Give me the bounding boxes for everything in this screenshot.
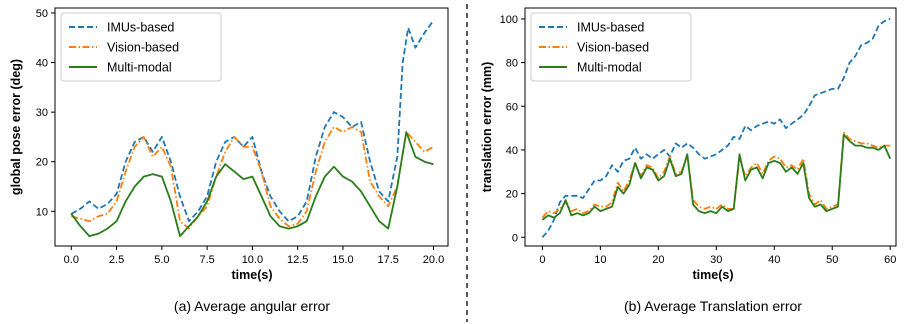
series-line-vision-translation (541, 131, 891, 219)
x-tick-label: 20 (652, 254, 664, 266)
x-axis-label-angular: time(s) (232, 268, 273, 282)
chart-translation-error: 0 20 40 60 80 100 0 10 20 30 40 50 60 time(s) trans… (480, 7, 897, 314)
legend-box-angular (60, 12, 222, 82)
x-tick-label: 60 (884, 254, 896, 266)
x-tick-label: 10 (594, 254, 606, 266)
y-axis-ticks-translation: 0 20 40 60 80 100 (500, 14, 525, 244)
x-axis-label-translation: time(s) (693, 268, 734, 282)
y-tick-label: 40 (36, 58, 48, 70)
x-tick-label: 20.0 (423, 254, 444, 266)
x-tick-label: 12.5 (287, 254, 308, 266)
y-tick-label: 50 (36, 8, 48, 20)
x-tick-label: 40 (768, 254, 780, 266)
x-tick-label: 2.5 (109, 254, 124, 266)
plot-lines-translation (541, 18, 892, 238)
y-tick-label: 10 (36, 206, 48, 218)
x-tick-label: 30 (710, 254, 722, 266)
legend-box-translation (530, 12, 692, 82)
y-tick-label: 20 (506, 189, 518, 201)
legend-label-multimodal-angular: Multi-modal (107, 61, 172, 75)
y-tick-label: 100 (500, 14, 518, 26)
x-tick-label: 15.0 (332, 254, 353, 266)
y-tick-label: 80 (506, 58, 518, 70)
x-tick-label: 50 (826, 254, 838, 266)
x-tick-label: 17.5 (378, 254, 399, 266)
caption-translation: (b) Average Translation error (624, 298, 802, 314)
y-tick-label: 20 (36, 157, 48, 169)
x-tick-label: 10.0 (242, 254, 263, 266)
chart-angular-error: 10 20 30 40 50 0.0 2.5 5.0 7.5 10.0 12.5 15.0 17.5 2… (9, 7, 449, 314)
x-axis-ticks-angular: 0.0 2.5 5.0 7.5 10.0 12.5 15.0 17.5 20.0 (64, 246, 444, 266)
x-tick-label: 0 (539, 254, 545, 266)
y-tick-label: 30 (36, 107, 48, 119)
series-line-multimodal-angular (70, 131, 434, 238)
legend-label-vision-angular: Vision-based (107, 41, 179, 55)
plot-frame-angular (54, 7, 449, 247)
y-tick-label: 60 (506, 101, 518, 113)
y-tick-label: 40 (506, 145, 518, 157)
legend-label-vision-translation: Vision-based (577, 41, 649, 55)
legend-label-multimodal-translation: Multi-modal (577, 61, 642, 75)
caption-angular: (a) Average angular error (174, 298, 330, 314)
series-line-vision-angular (71, 126, 434, 230)
series-line-multimodal-translation (541, 133, 892, 221)
y-axis-label-translation: translation error (mm) (480, 62, 494, 193)
y-axis-ticks-angular: 10 20 30 40 50 (36, 8, 55, 218)
series-line-imus-translation (541, 18, 891, 238)
legend-label-imus-translation: IMUs-based (577, 21, 644, 35)
legend-angular: IMUs-based Vision-based Multi-modal (60, 12, 222, 82)
x-tick-label: 5.0 (154, 254, 169, 266)
x-axis-ticks-translation: 0 10 20 30 40 50 60 (539, 246, 896, 266)
x-tick-label: 0.0 (64, 254, 79, 266)
y-axis-label-angular: global pose error (deg) (9, 59, 23, 195)
series-line-imus-angular (70, 19, 435, 223)
plot-frame-translation (524, 7, 897, 247)
y-tick-label: 0 (512, 232, 518, 244)
legend-translation: IMUs-based Vision-based Multi-modal (530, 12, 692, 82)
x-tick-label: 7.5 (199, 254, 214, 266)
legend-label-imus-angular: IMUs-based (107, 21, 174, 35)
plot-lines-angular (70, 19, 435, 238)
